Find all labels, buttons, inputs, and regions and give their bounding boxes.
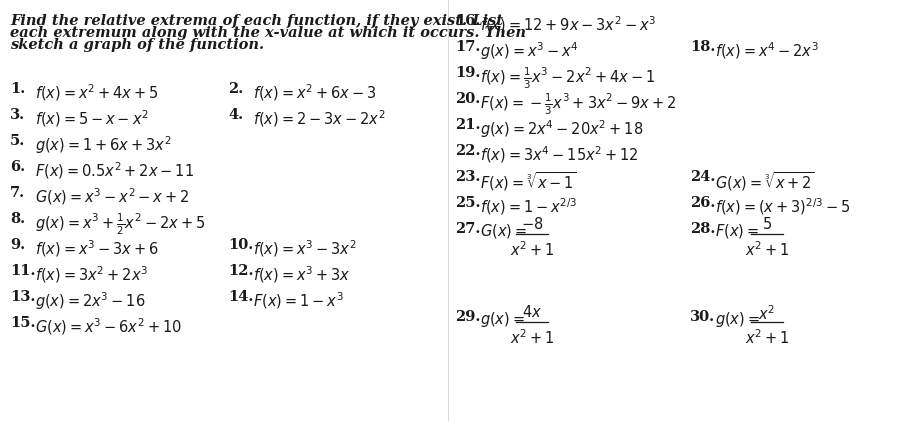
Text: $f(x) = 3x^2 + 2x^3$: $f(x) = 3x^2 + 2x^3$ <box>35 264 148 285</box>
Text: 29.: 29. <box>455 310 480 324</box>
Text: 13.: 13. <box>10 290 35 304</box>
Text: 16.: 16. <box>455 14 480 28</box>
Text: 2.: 2. <box>228 82 243 96</box>
Text: $G(x) = x^3 - 6x^2 + 10$: $G(x) = x^3 - 6x^2 + 10$ <box>35 316 182 337</box>
Text: $f(x) = x^2 + 4x + 5$: $f(x) = x^2 + 4x + 5$ <box>35 82 158 103</box>
Text: $f(x) = 2 - 3x - 2x^2$: $f(x) = 2 - 3x - 2x^2$ <box>253 108 385 129</box>
Text: 25.: 25. <box>455 196 480 210</box>
Text: $g(x) = x^3 - x^4$: $g(x) = x^3 - x^4$ <box>480 40 578 62</box>
Text: 27.: 27. <box>455 222 480 236</box>
Text: 14.: 14. <box>228 290 253 304</box>
Text: $F(x) = 0.5x^2 + 2x - 11$: $F(x) = 0.5x^2 + 2x - 11$ <box>35 160 194 181</box>
Text: $g(x) = 2x^3 - 16$: $g(x) = 2x^3 - 16$ <box>35 290 145 312</box>
Text: Find the relative extrema of each function, if they exist. List: Find the relative extrema of each functi… <box>10 14 503 28</box>
Text: $F(x) = 1 - x^3$: $F(x) = 1 - x^3$ <box>253 290 344 311</box>
Text: $x^2 + 1$: $x^2 + 1$ <box>743 328 789 347</box>
Text: 17.: 17. <box>455 40 480 54</box>
Text: $f(x) = (x + 3)^{2/3} - 5$: $f(x) = (x + 3)^{2/3} - 5$ <box>714 196 850 217</box>
Text: 7.: 7. <box>10 186 25 200</box>
Text: $F(x) = $: $F(x) = $ <box>714 222 758 240</box>
Text: $x^2 + 1$: $x^2 + 1$ <box>743 240 789 258</box>
Text: $G(x) = $: $G(x) = $ <box>480 222 527 240</box>
Text: $x^2 + 1$: $x^2 + 1$ <box>509 328 553 347</box>
Text: $-8$: $-8$ <box>520 216 542 232</box>
Text: 15.: 15. <box>10 316 36 330</box>
Text: $g(x) = x^3 + \frac{1}{2}x^2 - 2x + 5$: $g(x) = x^3 + \frac{1}{2}x^2 - 2x + 5$ <box>35 212 205 237</box>
Text: 28.: 28. <box>689 222 715 236</box>
Text: $F(x) = -\frac{1}{3}x^3 + 3x^2 - 9x + 2$: $F(x) = -\frac{1}{3}x^3 + 3x^2 - 9x + 2$ <box>480 92 675 117</box>
Text: $4x$: $4x$ <box>521 304 541 320</box>
Text: 1.: 1. <box>10 82 25 96</box>
Text: 8.: 8. <box>10 212 25 226</box>
Text: 11.: 11. <box>10 264 36 278</box>
Text: $f(x) = \frac{1}{3}x^3 - 2x^2 + 4x - 1$: $f(x) = \frac{1}{3}x^3 - 2x^2 + 4x - 1$ <box>480 66 654 91</box>
Text: $F(x) = \sqrt[3]{x - 1}$: $F(x) = \sqrt[3]{x - 1}$ <box>480 170 576 193</box>
Text: 21.: 21. <box>455 118 480 132</box>
Text: 23.: 23. <box>455 170 480 184</box>
Text: 20.: 20. <box>455 92 480 106</box>
Text: 3.: 3. <box>10 108 25 122</box>
Text: 9.: 9. <box>10 238 25 252</box>
Text: $G(x) = x^3 - x^2 - x + 2$: $G(x) = x^3 - x^2 - x + 2$ <box>35 186 189 207</box>
Text: $f(x) = x^4 - 2x^3$: $f(x) = x^4 - 2x^3$ <box>714 40 818 61</box>
Text: 5.: 5. <box>10 134 25 148</box>
Text: 24.: 24. <box>689 170 715 184</box>
Text: $x^2 + 1$: $x^2 + 1$ <box>509 240 553 258</box>
Text: $f(x) = x^3 + 3x$: $f(x) = x^3 + 3x$ <box>253 264 350 285</box>
Text: 26.: 26. <box>689 196 715 210</box>
Text: $f(x) = x^3 - 3x^2$: $f(x) = x^3 - 3x^2$ <box>253 238 357 258</box>
Text: each extremum along with the x-value at which it occurs. Then: each extremum along with the x-value at … <box>10 26 526 40</box>
Text: $f(x) = 12 + 9x - 3x^2 - x^3$: $f(x) = 12 + 9x - 3x^2 - x^3$ <box>480 14 655 35</box>
Text: 6.: 6. <box>10 160 25 174</box>
Text: 19.: 19. <box>455 66 480 80</box>
Text: 10.: 10. <box>228 238 253 252</box>
Text: $g(x) = $: $g(x) = $ <box>480 310 524 329</box>
Text: 18.: 18. <box>689 40 715 54</box>
Text: $G(x) = \sqrt[3]{x + 2}$: $G(x) = \sqrt[3]{x + 2}$ <box>714 170 814 193</box>
Text: $f(x) = x^3 - 3x + 6$: $f(x) = x^3 - 3x + 6$ <box>35 238 159 258</box>
Text: $5$: $5$ <box>761 216 771 232</box>
Text: $f(x) = x^2 + 6x - 3$: $f(x) = x^2 + 6x - 3$ <box>253 82 376 103</box>
Text: $g(x) = 1 + 6x + 3x^2$: $g(x) = 1 + 6x + 3x^2$ <box>35 134 171 156</box>
Text: sketch a graph of the function.: sketch a graph of the function. <box>10 38 264 52</box>
Text: 30.: 30. <box>689 310 714 324</box>
Text: 4.: 4. <box>228 108 243 122</box>
Text: 12.: 12. <box>228 264 254 278</box>
Text: $g(x) = 2x^4 - 20x^2 + 18$: $g(x) = 2x^4 - 20x^2 + 18$ <box>480 118 642 140</box>
Text: $f(x) = 1 - x^{2/3}$: $f(x) = 1 - x^{2/3}$ <box>480 196 577 217</box>
Text: $g(x) = $: $g(x) = $ <box>714 310 759 329</box>
Text: $x^2$: $x^2$ <box>757 304 775 323</box>
Text: 22.: 22. <box>455 144 480 158</box>
Text: $f(x) = 3x^4 - 15x^2 + 12$: $f(x) = 3x^4 - 15x^2 + 12$ <box>480 144 638 165</box>
Text: $f(x) = 5 - x - x^2$: $f(x) = 5 - x - x^2$ <box>35 108 149 129</box>
